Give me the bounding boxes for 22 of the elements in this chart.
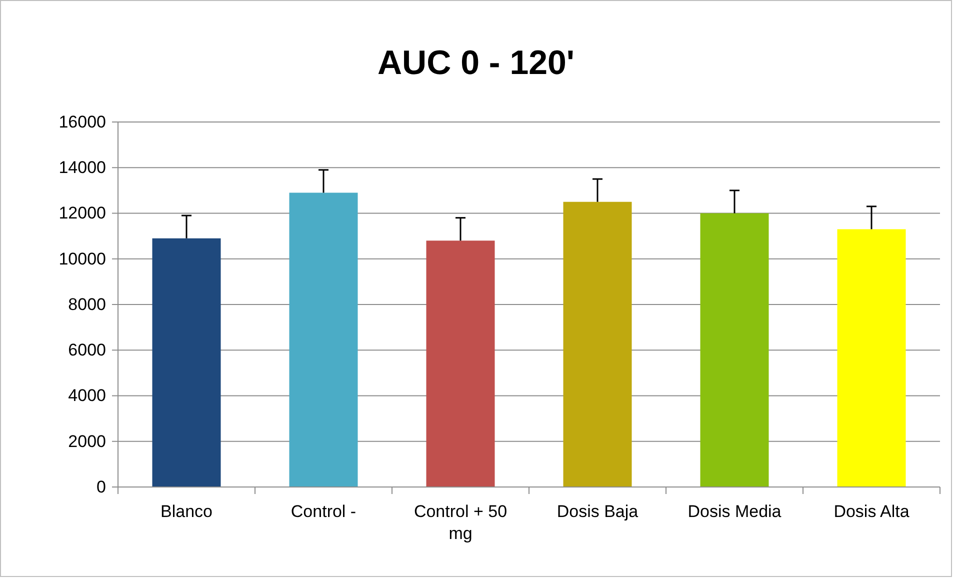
y-tick-label: 16000 [58, 112, 106, 132]
x-tick-label: Dosis Baja [556, 502, 639, 521]
y-tick-label: 0 [96, 477, 106, 496]
bar [837, 229, 906, 487]
bar [152, 238, 221, 487]
bar [700, 213, 769, 487]
y-tick-label: 10000 [58, 249, 106, 268]
y-tick-label: 2000 [68, 432, 106, 451]
bar [563, 202, 632, 487]
x-tick-label: Control + 50 mg [414, 502, 508, 544]
chart-title: AUC 0 - 120' [377, 44, 575, 82]
y-tick-label: 6000 [68, 340, 106, 360]
y-tick-label: 12000 [58, 204, 106, 223]
y-tick-label: 8000 [68, 294, 106, 314]
x-tick-label: Blanco [160, 502, 212, 521]
x-tick-label: Dosis Media [688, 502, 782, 521]
y-tick-label: 4000 [68, 386, 106, 406]
bar [289, 192, 358, 487]
bar [426, 240, 495, 487]
x-tick-label: Control - [290, 502, 356, 521]
x-tick-label: Dosis Alta [834, 502, 910, 521]
y-tick-label: 14000 [58, 158, 106, 178]
